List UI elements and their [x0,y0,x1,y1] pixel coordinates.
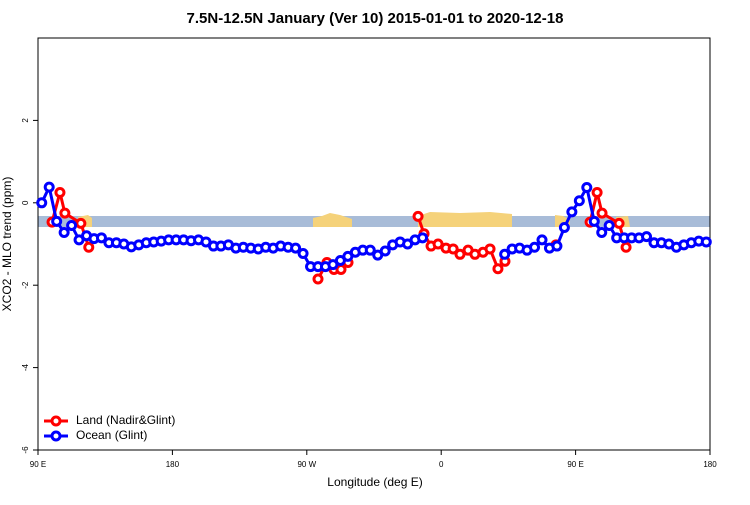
data-point [499,248,511,260]
data-point [75,217,87,229]
data-point [59,207,71,219]
data-point [83,241,95,253]
land-area [313,213,352,227]
x-tick-label: 90 E [567,460,583,469]
data-point [700,236,712,248]
x-tick-label: 180 [703,460,717,469]
data-point [558,222,570,234]
ocean-band [38,216,710,227]
data-point [588,215,600,227]
data-point [566,206,578,218]
legend-label: Land (Nadir&Glint) [76,413,175,427]
data-point [66,219,78,231]
y-axis-label: XCO2 - MLO trend (ppm) [0,177,14,312]
data-point [43,181,55,193]
data-point [95,232,107,244]
x-tick-label: 90 E [30,460,46,469]
x-axis-label: Longitude (deg E) [327,475,422,489]
chart-title: 7.5N-12.5N January (Ver 10) 2015-01-01 t… [187,10,564,27]
land-area [418,212,512,227]
data-point [603,219,615,231]
data-point [290,242,302,254]
y-tick-label: 0 [21,200,30,205]
y-tick-label: 2 [21,118,30,123]
data-point [492,263,504,275]
data-point [620,241,632,253]
data-point [613,217,625,229]
y-tick-label: -4 [21,363,30,371]
data-point [432,238,444,250]
data-point [641,231,653,243]
data-point [573,195,585,207]
x-tick-label: 180 [166,460,180,469]
y-tick-label: -2 [21,281,30,289]
legend-label: Ocean (Glint) [76,428,147,442]
data-point [335,264,347,276]
data-point [412,210,424,222]
data-point [51,215,63,227]
data-point [312,273,324,285]
data-point [447,243,459,255]
data-point [581,182,593,194]
data-point [58,226,70,238]
data-point [596,207,608,219]
data-point [484,243,496,255]
data-point [379,245,391,257]
x-tick-label: 90 W [297,460,316,469]
y-tick-label: -6 [21,446,30,454]
legend-marker [50,415,62,427]
data-point [417,232,429,244]
x-tick-label: 0 [439,460,444,469]
data-point [529,241,541,253]
data-point [36,197,48,209]
data-point [591,187,603,198]
data-point [536,234,548,246]
data-point [364,244,376,256]
data-point [54,187,66,198]
data-point [596,226,608,238]
data-point [551,240,563,252]
data-point [297,247,309,259]
legend-marker [50,430,62,442]
data-point [454,248,466,260]
